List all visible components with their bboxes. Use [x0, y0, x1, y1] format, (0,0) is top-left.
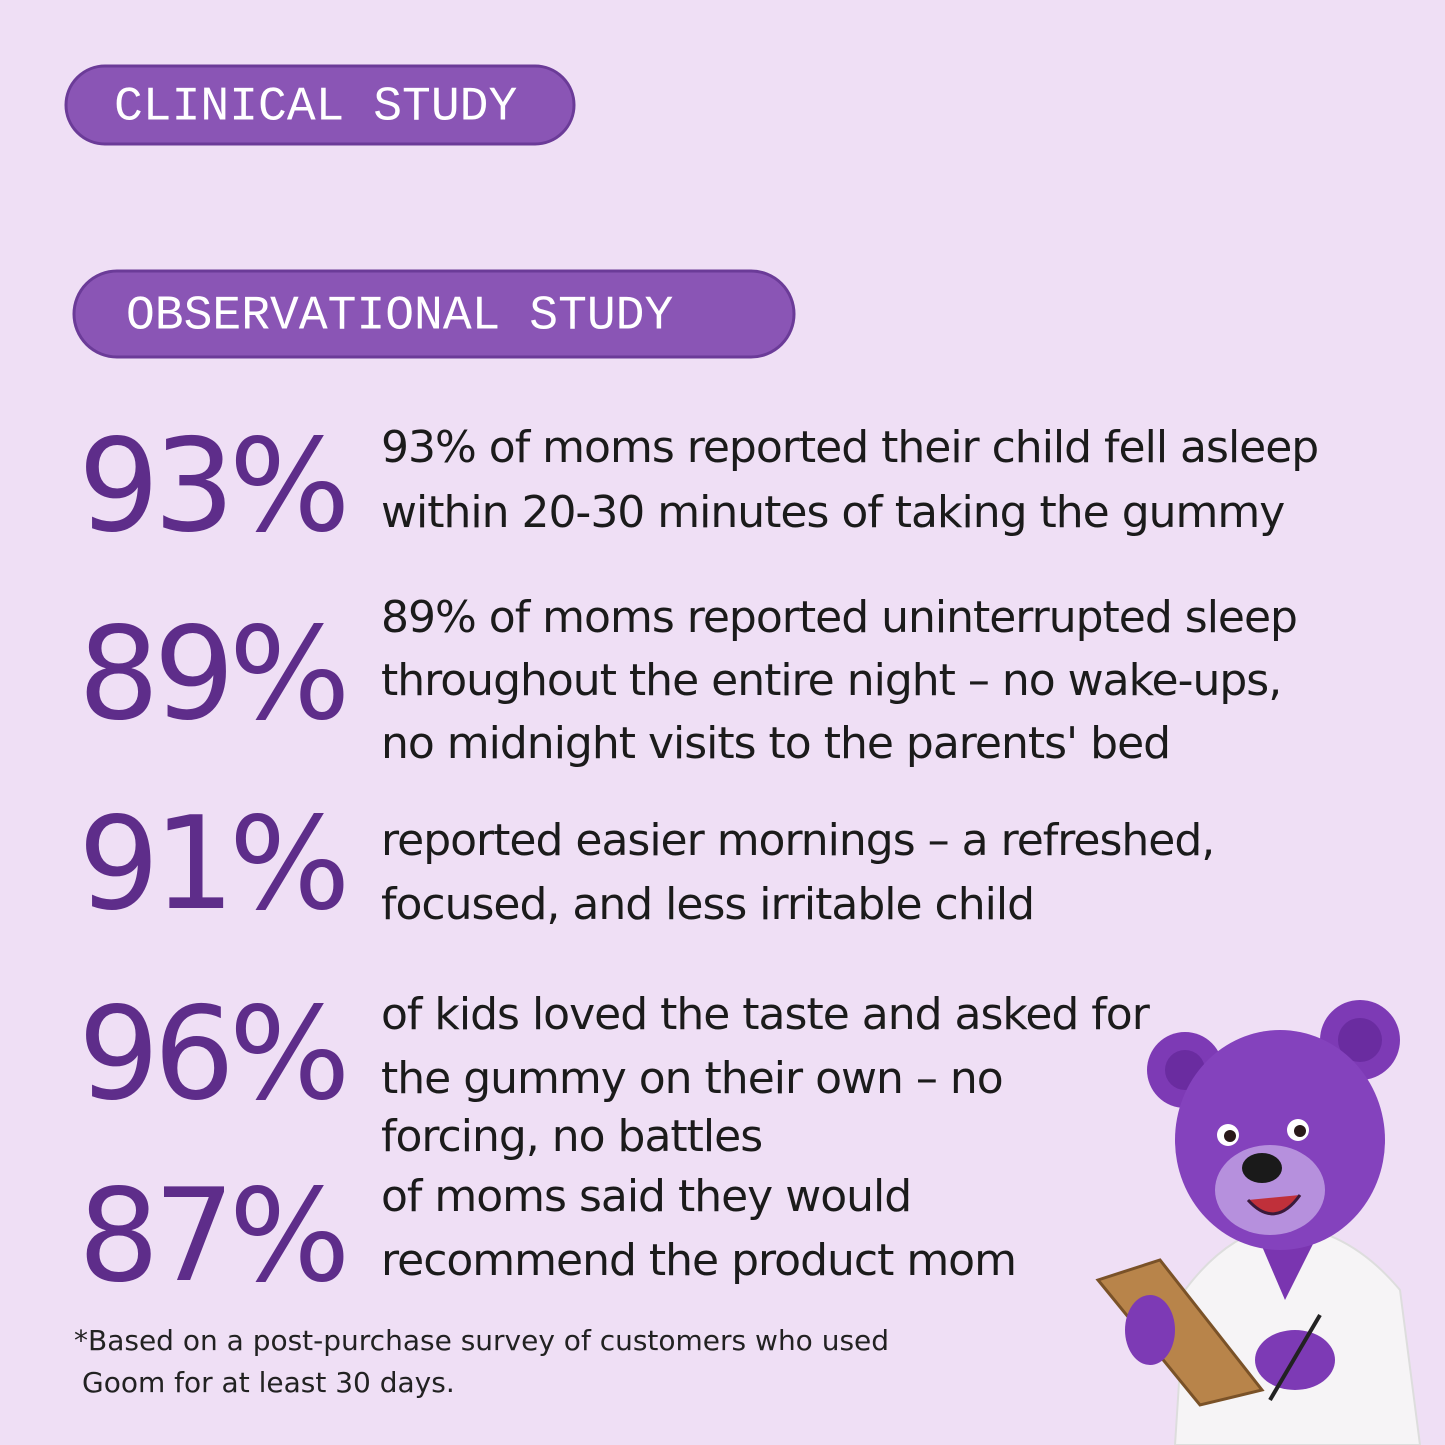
- stat-description: 93% of moms reported their child fell as…: [381, 422, 1318, 473]
- badge: [64, 64, 576, 146]
- badge: [72, 269, 796, 359]
- bear-illustration: [1095, 1000, 1422, 1445]
- footnote: Goom for at least 30 days.: [82, 1366, 455, 1399]
- stat-value: 89%: [78, 600, 345, 749]
- stat-description: recommend the product mom: [381, 1235, 1016, 1286]
- stat-value: 91%: [78, 790, 345, 939]
- stat-description: of moms said they would: [381, 1171, 911, 1222]
- stat-description: within 20-30 minutes of taking the gummy: [381, 487, 1284, 538]
- stat-value: 87%: [78, 1162, 345, 1311]
- stat-description: of kids loved the taste and asked for: [381, 989, 1151, 1040]
- footnote: *Based on a post-purchase survey of cust…: [74, 1324, 889, 1357]
- stat-description: no midnight visits to the parents' bed: [381, 718, 1170, 769]
- stat-description: focused, and less irritable child: [381, 879, 1034, 930]
- stat-description: the gummy on their own – no: [381, 1053, 1003, 1104]
- stat-description: throughout the entire night – no wake-up…: [381, 655, 1281, 706]
- stat-description: 89% of moms reported uninterrupted sleep: [381, 592, 1297, 643]
- stat-description: reported easier mornings – a refreshed,: [381, 815, 1214, 866]
- stat-description: forcing, no battles: [381, 1111, 762, 1162]
- badge-text: CLINICAL STUDY: [114, 81, 517, 135]
- stat-value: 93%: [78, 412, 345, 561]
- stat-value: 96%: [78, 980, 345, 1129]
- badge-text: OBSERVATIONAL STUDY: [126, 290, 673, 344]
